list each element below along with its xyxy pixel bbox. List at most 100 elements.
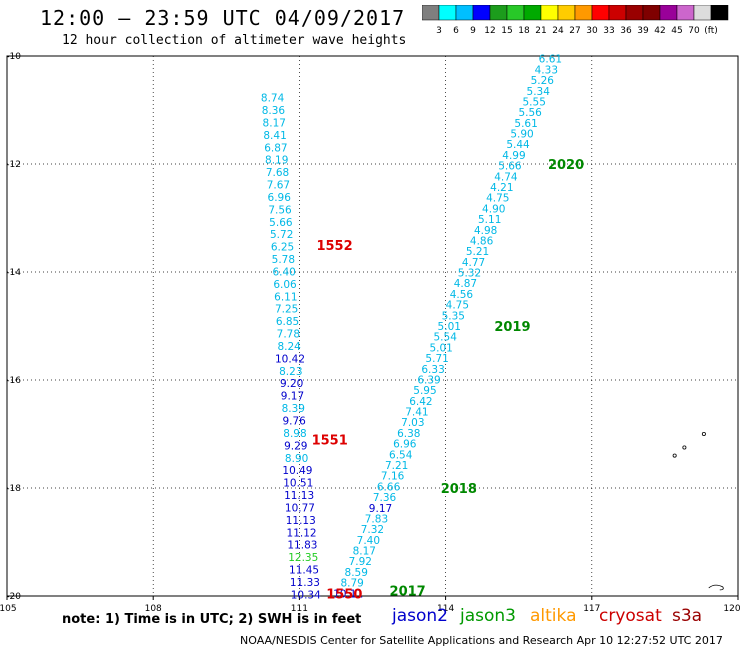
pass-time-label: 2018 xyxy=(441,482,477,497)
x-tick-label: 111 xyxy=(291,604,308,612)
swh-value-track-right: 5.71 xyxy=(425,353,448,365)
swh-value-track-right: 5.55 xyxy=(523,96,546,108)
swh-value-track-right: 5.61 xyxy=(514,118,537,130)
swh-value-track-left: 6.11 xyxy=(274,291,297,303)
y-tick-label: -12 xyxy=(6,160,21,170)
map-subtitle: 12 hour collection of altimeter wave hei… xyxy=(62,33,407,48)
colorbar-label: 33 xyxy=(603,26,614,36)
swh-value-track-right: 5.44 xyxy=(506,139,530,151)
swh-value-track-left: 8.98 xyxy=(283,428,306,440)
legend-jason2: jason2 xyxy=(392,606,448,626)
swh-value-track-left: 5.66 xyxy=(269,217,293,229)
x-tick-label: 108 xyxy=(145,604,162,612)
colorbar-swatch xyxy=(506,5,525,21)
y-tick-label: -14 xyxy=(6,268,21,278)
colorbar-swatch xyxy=(642,5,661,21)
swh-value-track-right: 6.66 xyxy=(377,481,401,493)
swh-value-track-left: 8.19 xyxy=(265,155,288,167)
map-title: 12:00 – 23:59 UTC 04/09/2017 xyxy=(40,6,406,30)
swh-value-track-right: 5.34 xyxy=(527,86,551,98)
colorbar-label: 30 xyxy=(586,26,598,36)
pass-time-label: 2017 xyxy=(390,585,426,600)
swh-value-track-right: 4.87 xyxy=(454,278,477,290)
colorbar-swatch xyxy=(608,5,627,21)
swh-value-track-right: 6.54 xyxy=(389,449,413,461)
pass-time-label: 1551 xyxy=(312,433,348,448)
swh-value-track-right: 5.56 xyxy=(518,107,542,119)
colorbar-swatch xyxy=(540,5,559,21)
swh-value-track-left: 12.35 xyxy=(288,552,318,564)
swh-value-track-right: 7.03 xyxy=(401,417,424,429)
swh-value-track-left: 5.78 xyxy=(272,254,295,266)
swh-value-track-right: 7.41 xyxy=(405,407,428,419)
swh-value-track-right: 4.75 xyxy=(446,300,469,312)
coastline-mark xyxy=(708,584,724,591)
swh-value-track-left: 11.13 xyxy=(284,490,314,502)
swh-value-track-right: 6.42 xyxy=(409,396,432,408)
legend-jason3: jason3 xyxy=(460,606,516,626)
colorbar-label: 39 xyxy=(637,26,649,36)
colorbar-label: 15 xyxy=(501,26,512,36)
swh-value-track-right: 7.16 xyxy=(381,471,405,483)
swh-value-track-left: 11.13 xyxy=(286,515,316,527)
swh-value-track-left: 8.17 xyxy=(263,117,286,129)
swh-value-track-right: 5.26 xyxy=(531,75,555,87)
colorbar-label: 42 xyxy=(654,26,665,36)
colorbar-swatch xyxy=(422,5,440,21)
swh-value-track-left: 11.12 xyxy=(287,527,317,539)
colorbar-label: 36 xyxy=(620,26,632,36)
swh-value-track-right: 4.75 xyxy=(486,193,509,205)
swh-value-track-right: 5.90 xyxy=(510,129,533,141)
swh-value-track-right: 7.83 xyxy=(365,513,388,525)
swh-value-track-right: 4.99 xyxy=(502,150,525,162)
swh-value-track-left: 7.67 xyxy=(267,180,290,192)
swh-value-track-right: 4.86 xyxy=(470,235,494,247)
colorbar-swatch xyxy=(625,5,644,21)
swh-colorbar: 3 6 9 12 15 18 21 24 27 30 33 36 39 42 45 70 (ft) xyxy=(422,5,729,36)
colorbar-label: 3 xyxy=(436,26,442,36)
swh-value-track-left: 10.51 xyxy=(283,478,313,490)
colorbar-label: 24 xyxy=(552,26,564,36)
swh-value-track-right: 5.01 xyxy=(438,321,461,333)
swh-value-track-left: 9.76 xyxy=(282,416,306,428)
x-tick-label: 105 xyxy=(0,604,17,612)
pass-time-label: 1552 xyxy=(316,239,352,254)
swh-value-track-left: 10.34 xyxy=(291,589,321,601)
swh-value-track-left: 7.56 xyxy=(268,204,292,216)
swh-value-track-left: 7.68 xyxy=(266,167,289,179)
y-tick-label: -18 xyxy=(6,484,21,494)
map-frame xyxy=(6,55,739,597)
colorbar-swatch xyxy=(693,5,712,21)
x-tick-label: 117 xyxy=(583,604,600,612)
swh-value-track-left: 8.36 xyxy=(262,105,286,117)
swh-value-track-left: 8.90 xyxy=(285,453,308,465)
swh-value-track-left: 10.49 xyxy=(282,465,312,477)
legend-cryosat: cryosat xyxy=(599,606,662,626)
swh-value-track-left: 11.45 xyxy=(289,565,319,577)
swh-value-track-right: 6.38 xyxy=(397,428,420,440)
swh-value-track-left: 8.24 xyxy=(277,341,301,353)
colorbar-swatch xyxy=(574,5,593,21)
colorbar-label: 18 xyxy=(518,26,530,36)
colorbar-swatch xyxy=(523,5,542,21)
swh-value-track-right: 5.54 xyxy=(434,332,458,344)
x-tick-label: 114 xyxy=(437,604,454,612)
units-note: note: 1) Time is in UTC; 2) SWH is in fe… xyxy=(62,612,362,627)
swh-value-track-left: 7.78 xyxy=(277,329,300,341)
colorbar-label: 21 xyxy=(535,26,546,36)
colorbar-label: 9 xyxy=(470,26,476,36)
swh-value-track-right: 10.11 xyxy=(333,588,363,600)
swh-value-track-left: 11.83 xyxy=(287,540,317,552)
colorbar-swatch xyxy=(710,5,729,21)
colorbar-label: 27 xyxy=(569,26,580,36)
swh-value-track-right: 5.01 xyxy=(429,342,452,354)
swh-value-track-right: 8.59 xyxy=(345,567,368,579)
swh-value-track-right: 7.36 xyxy=(373,492,397,504)
colorbar-label: (ft) xyxy=(704,26,718,36)
island-mark xyxy=(682,445,687,450)
legend-altika: altika xyxy=(530,606,577,626)
swh-value-track-right: 8.17 xyxy=(353,546,376,558)
colorbar-label: 6 xyxy=(453,26,459,36)
x-tick-label: 120 xyxy=(723,604,740,612)
swh-value-track-left: 6.87 xyxy=(264,142,287,154)
